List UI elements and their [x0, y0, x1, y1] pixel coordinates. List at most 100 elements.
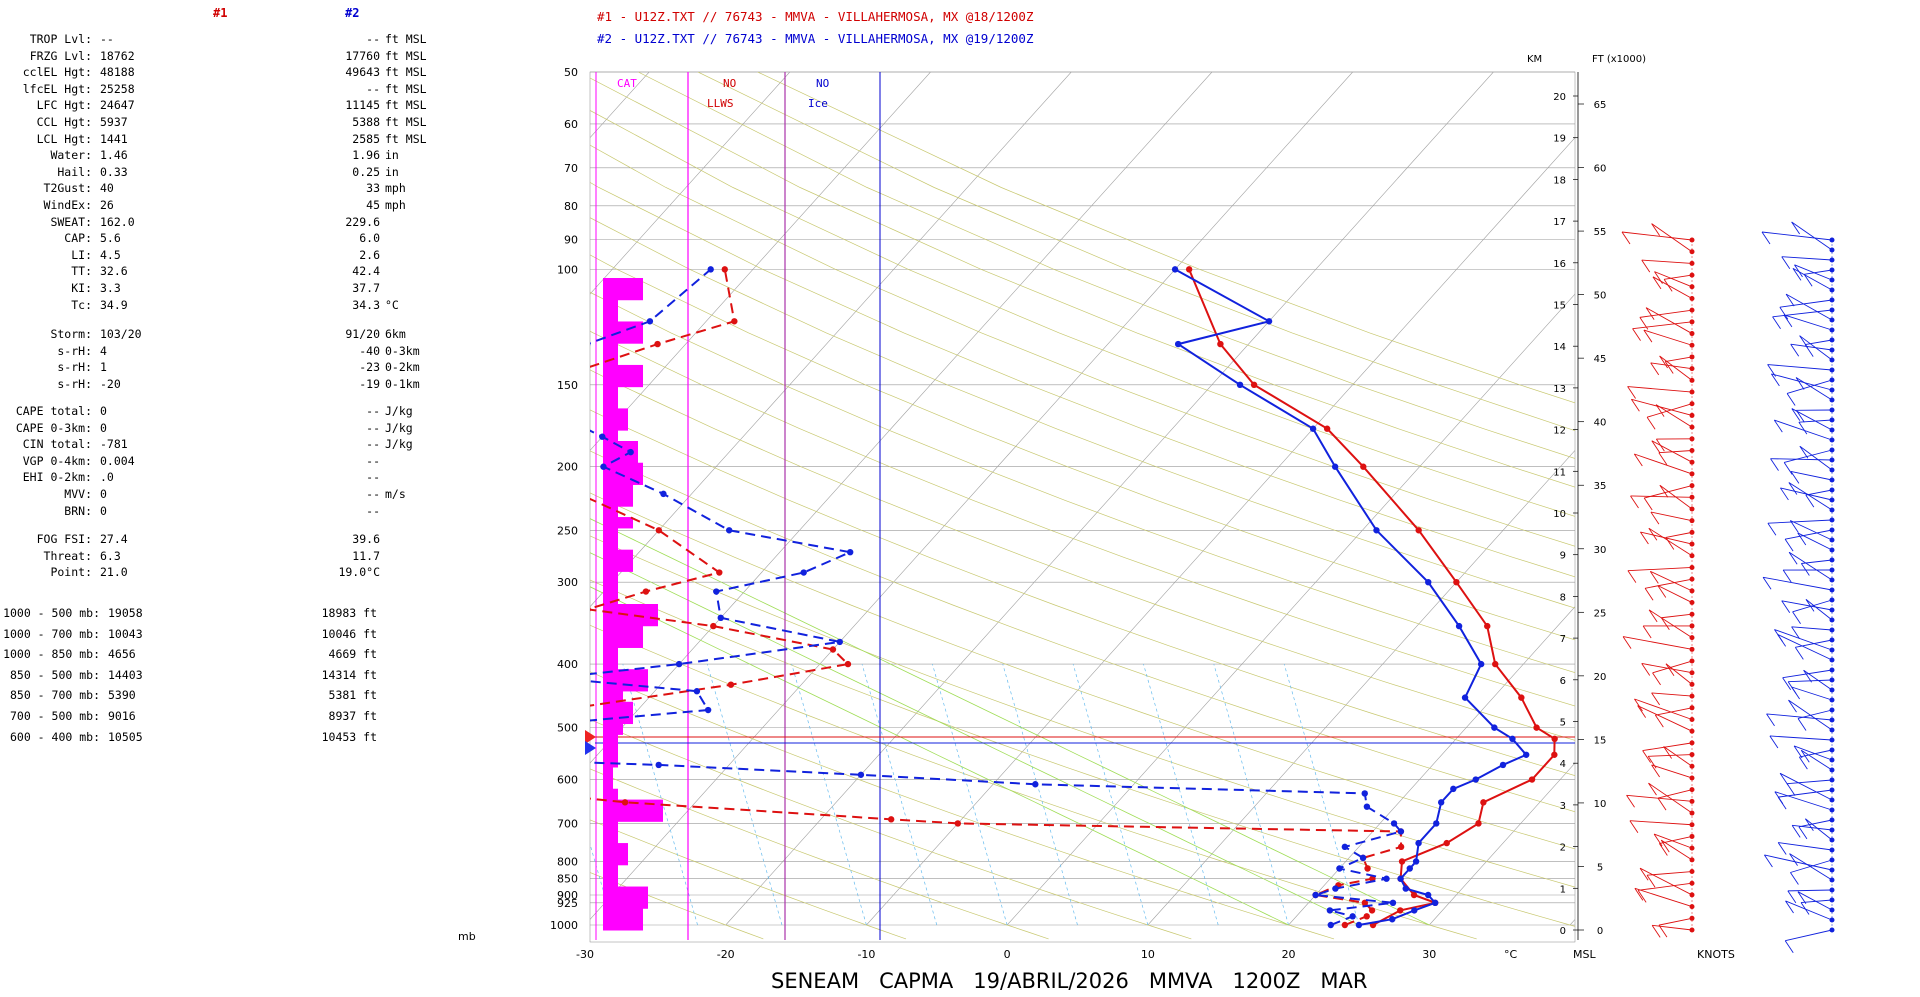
barb-shaft: [1639, 309, 1693, 318]
barb-flag: [1648, 782, 1657, 796]
barb-shaft: [1801, 749, 1833, 771]
barb-flag: [1658, 843, 1668, 856]
cloud-bar-segment: [603, 799, 663, 811]
barb-shaft: [1641, 259, 1693, 264]
data-point: [1412, 858, 1420, 865]
index-v2: 4669 ft: [328, 647, 377, 662]
index-label: CAPE 0-3km:: [15, 420, 92, 435]
index-unit: mph: [385, 198, 406, 212]
temperature-tick-label: -30: [576, 948, 594, 961]
data-point: [731, 318, 738, 325]
barb-shaft: [1798, 819, 1833, 828]
pressure-tick-label: 80: [564, 200, 578, 213]
dry-adiabat: [590, 182, 1575, 578]
ft-tick-label: 60: [1594, 164, 1607, 175]
barb-flag: [1771, 373, 1780, 387]
cloud-bar-segment: [603, 582, 618, 594]
km-tick-label: 18: [1553, 175, 1566, 186]
index-unit: m/s: [385, 487, 406, 501]
data-point: [533, 382, 539, 388]
index-unit: ft MSL: [385, 98, 427, 113]
barb-flag: [1785, 900, 1794, 914]
index-v1: 19058: [108, 606, 143, 620]
barb-flag: [1631, 399, 1640, 412]
index-label: LCL Hgt:: [36, 131, 92, 146]
barb-flag: [1791, 686, 1800, 700]
pressure-tick-label: 90: [564, 233, 578, 246]
index-label: LI:: [71, 247, 92, 262]
index-unit: °C: [385, 297, 399, 312]
data-point: [1397, 907, 1404, 914]
index-v2: 0.25: [352, 164, 380, 179]
index-row: KI: 3.3 37.7: [0, 281, 520, 297]
barb-shaft: [1797, 532, 1833, 551]
barb-shaft: [1650, 570, 1693, 592]
temperature-tick-label: -20: [717, 948, 735, 961]
barb-shaft: [1795, 377, 1833, 401]
dry-adiabat: [590, 671, 1335, 940]
km-tick-label: 15: [1553, 301, 1566, 312]
dry-adiabat: [590, 492, 1575, 850]
cloud-bar-segment: [603, 701, 633, 714]
data-point: [1360, 463, 1367, 470]
index-v2: 18983 ft: [321, 606, 377, 620]
barb-flag: [1798, 421, 1808, 435]
barb-shaft: [1788, 551, 1833, 581]
axes-labels: 1000925900850800700600500400300250200150…: [550, 66, 1606, 961]
data-point: [716, 569, 723, 576]
data-point: [1437, 799, 1445, 806]
barb-shaft: [1791, 221, 1833, 251]
data-point: [1397, 875, 1404, 882]
index-row: LFC Hgt: 24647 11145 ft MSL: [0, 98, 520, 114]
temperature-tick-label: 20: [1282, 948, 1296, 961]
index-label: Point:: [50, 565, 92, 580]
msl-label: MSL: [1573, 948, 1596, 961]
barb-flag: [1791, 626, 1800, 640]
barb-flag: [1791, 825, 1801, 838]
data-point: [800, 569, 807, 576]
moist-adiabat: [590, 552, 1360, 926]
barb-shaft: [1769, 735, 1833, 741]
barb-shaft: [1646, 403, 1693, 418]
data-point: [1461, 694, 1469, 701]
data-point: [1477, 660, 1485, 668]
pressure-tick-label: 800: [557, 855, 578, 868]
barb-flag: [1649, 571, 1659, 584]
index-v2: 5388: [352, 115, 380, 129]
index-v1: 18762: [100, 48, 135, 63]
barb-shaft: [1805, 818, 1833, 841]
barb-flag: [1794, 264, 1803, 278]
index-label: 1000 - 500 mb:: [3, 606, 100, 620]
index-label: T2Gust:: [43, 181, 92, 196]
data-point: [954, 820, 962, 827]
index-row: lfcEL Hgt: 25258 -- ft MSL: [0, 82, 520, 98]
barb-flag: [1799, 335, 1808, 348]
cloud-bar-segment: [603, 680, 648, 692]
barb-flag: [1764, 854, 1773, 868]
barb-shaft: [1626, 794, 1693, 802]
index-row: TT: 32.6 42.4: [0, 264, 520, 280]
temperature-tick-label: 10: [1141, 948, 1155, 961]
moist-adiabat: [590, 518, 1430, 926]
barb-flag: [1805, 599, 1815, 612]
barb-flag: [1790, 343, 1800, 357]
barb-shaft: [1655, 404, 1693, 428]
data-point: [1185, 266, 1193, 273]
barb-flag: [1792, 611, 1801, 625]
barb-flag: [1657, 585, 1667, 598]
index-v1: 6.3: [100, 548, 121, 563]
barb-flag: [1785, 293, 1795, 307]
pressure-tick-label: 600: [557, 774, 578, 787]
cloud-bar-segment: [603, 386, 618, 399]
data-point: [846, 548, 854, 556]
barb-shaft: [1650, 511, 1693, 522]
data-point: [1455, 622, 1463, 630]
data-point: [1398, 858, 1406, 865]
barb-flag: [1805, 494, 1815, 508]
cloud-bar-segment: [603, 419, 628, 431]
index-v1: 0: [100, 404, 107, 418]
index-label: FRZG Lvl:: [29, 48, 92, 63]
barb-flag: [1769, 735, 1779, 749]
barb-flag: [1789, 520, 1799, 533]
dry-adiabat: [590, 291, 1575, 673]
